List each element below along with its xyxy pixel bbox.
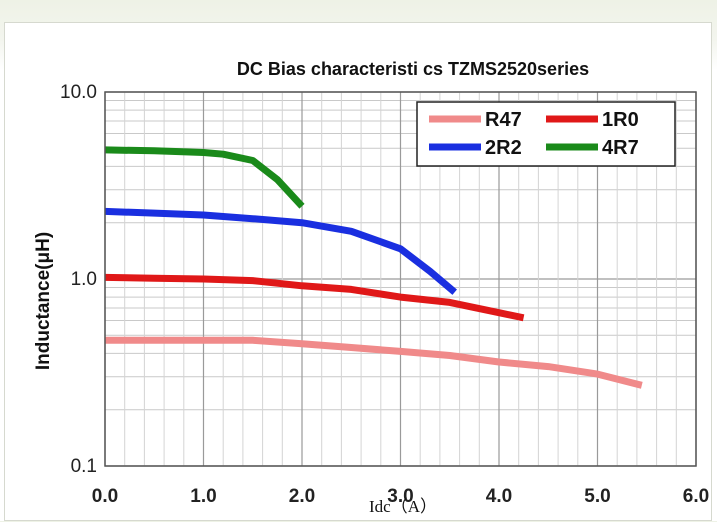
legend-label-1R0: 1R0 bbox=[602, 109, 639, 131]
series-line-R47 bbox=[105, 336, 643, 389]
y-axis-label: Inductance(μH) bbox=[33, 232, 54, 370]
y-tick-label: 10.0 bbox=[60, 82, 97, 103]
legend-label-2R2: 2R2 bbox=[485, 137, 522, 159]
series-line-2R2 bbox=[104, 207, 457, 295]
x-axis-label: Idc（A） bbox=[369, 497, 437, 516]
legend-label-4R7: 4R7 bbox=[602, 137, 639, 159]
legend-label-R47: R47 bbox=[485, 109, 522, 131]
y-tick-label: 1.0 bbox=[71, 269, 97, 290]
x-tick-label: 2.0 bbox=[289, 486, 315, 507]
legend-box bbox=[416, 101, 676, 167]
x-tick-label: 1.0 bbox=[190, 486, 216, 507]
dc-bias-chart: 0.1 1.0 10.0 0.0 1.0 2.0 3.0 4.0 5.0 6.0 DC Bias … bbox=[33, 59, 709, 516]
x-tick-label: 5.0 bbox=[584, 486, 610, 507]
y-tick-label: 0.1 bbox=[71, 456, 97, 477]
x-tick-label: 6.0 bbox=[683, 486, 709, 507]
series-lines bbox=[104, 146, 643, 389]
x-tick-label: 4.0 bbox=[486, 486, 512, 507]
chart-title: DC Bias characteristi cs TZMS2520series bbox=[237, 59, 589, 79]
x-tick-label: 0.0 bbox=[92, 486, 118, 507]
x-tick-label: 3.0 bbox=[387, 486, 413, 507]
plot-border bbox=[104, 91, 697, 467]
series-line-4R7 bbox=[104, 146, 305, 209]
chart-frame: 0.1 1.0 10.0 0.0 1.0 2.0 3.0 4.0 5.0 6.0 DC Bias … bbox=[4, 22, 712, 521]
legend: R47 1R0 2R2 4R7 bbox=[416, 101, 676, 167]
axes: 0.1 1.0 10.0 0.0 1.0 2.0 3.0 4.0 5.0 6.0 bbox=[60, 82, 709, 507]
series-line-1R0 bbox=[104, 273, 525, 322]
